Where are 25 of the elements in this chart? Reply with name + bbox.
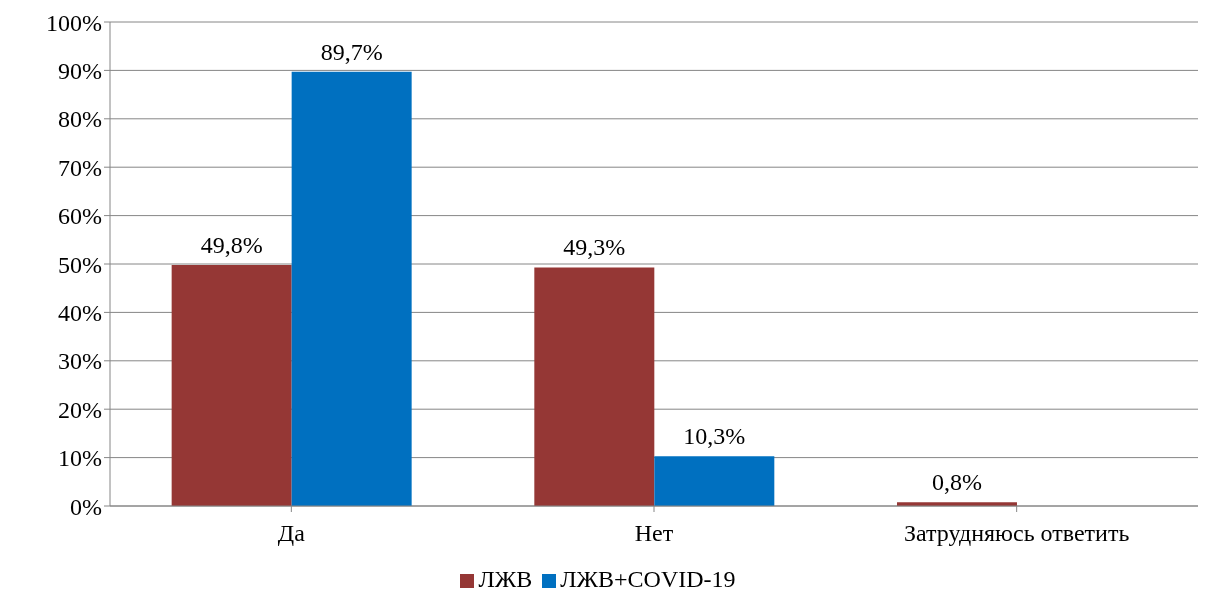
legend-label: ЛЖВ <box>478 566 533 592</box>
y-tick-label: 50% <box>58 251 102 278</box>
legend-label: ЛЖВ+COVID-19 <box>560 566 736 592</box>
x-tick-label: Нет <box>634 520 674 547</box>
data-label: 0,8% <box>931 469 982 496</box>
data-label: 49,8% <box>200 231 263 258</box>
x-tick-label: Затрудняюсь ответить <box>903 520 1130 547</box>
y-tick-label: 10% <box>58 445 102 472</box>
y-tick-label: 30% <box>58 348 102 375</box>
data-label: 89,7% <box>320 38 383 65</box>
data-label: 49,3% <box>563 234 626 261</box>
bar <box>291 71 412 506</box>
bar <box>534 267 655 506</box>
y-tick-label: 60% <box>58 203 102 230</box>
y-tick-label: 0% <box>70 493 102 520</box>
y-tick-label: 70% <box>58 154 102 181</box>
y-tick-label: 20% <box>58 396 102 423</box>
y-tick-label: 40% <box>58 299 102 326</box>
y-tick-label: 90% <box>58 57 102 84</box>
bar <box>171 264 292 506</box>
y-tick-label: 100% <box>46 9 102 36</box>
y-tick-label: 80% <box>58 106 102 133</box>
x-tick-label: Да <box>277 520 306 547</box>
data-label: 10,3% <box>683 423 746 450</box>
bar <box>654 456 775 506</box>
